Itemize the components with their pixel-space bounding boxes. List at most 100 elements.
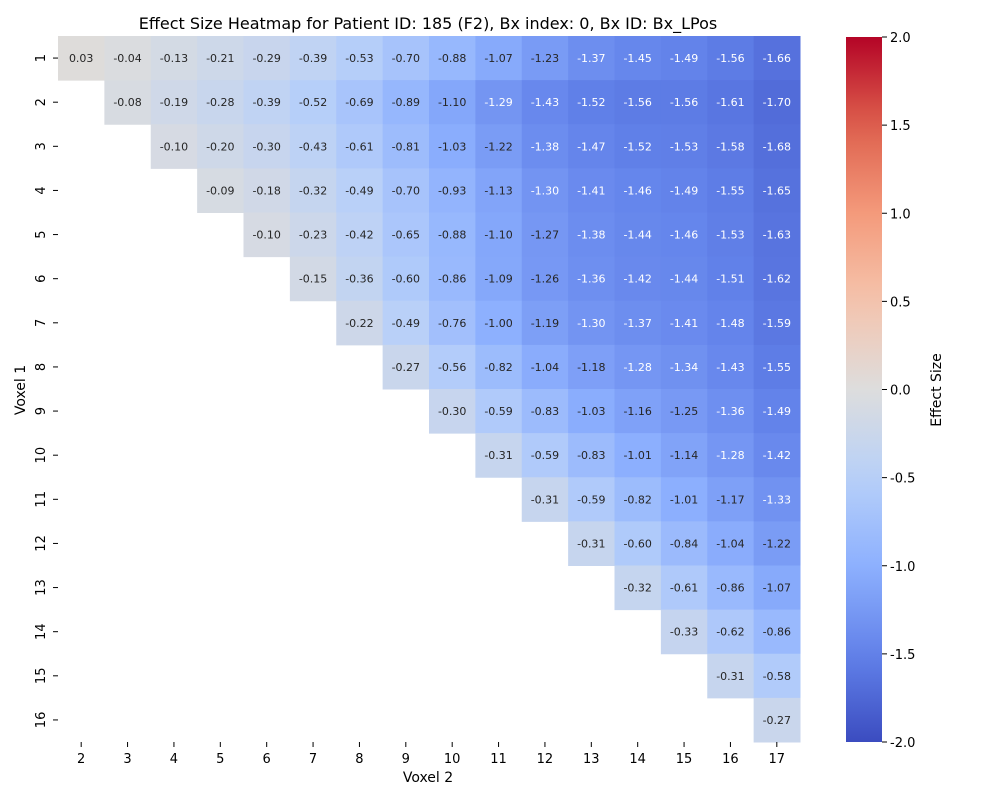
cell-value-label: -1.13 — [484, 184, 512, 197]
x-axis-label: Voxel 2 — [403, 770, 453, 786]
x-tick-label: 14 — [629, 752, 646, 767]
heatmap-cell — [707, 521, 755, 566]
heatmap-cell — [289, 168, 337, 213]
heatmap-cell — [568, 477, 615, 522]
heatmap-cell — [150, 80, 198, 125]
cell-value-label: -1.47 — [577, 140, 605, 153]
cell-value-label: -0.89 — [392, 96, 420, 109]
heatmap-cell — [614, 565, 662, 611]
y-axis-label: Voxel 1 — [13, 365, 29, 415]
heatmap-cell — [475, 124, 523, 169]
cell-value-label: -1.48 — [716, 317, 744, 330]
cell-value-label: -0.83 — [531, 405, 559, 418]
cell-value-label: -0.19 — [160, 96, 188, 109]
cell-value-label: -0.62 — [716, 626, 744, 639]
cell-value-label: -0.29 — [252, 52, 280, 65]
heatmap-cell — [243, 212, 291, 258]
heatmap-cell — [429, 36, 476, 81]
cell-value-label: -1.19 — [531, 317, 559, 330]
x-tick-label: 17 — [769, 752, 786, 767]
cell-value-label: -0.52 — [299, 96, 327, 109]
colorbar-label: Effect Size — [929, 353, 945, 426]
cell-value-label: -1.55 — [763, 361, 791, 374]
colorbar-tick-label: -2.0 — [890, 736, 915, 751]
x-axis: 2 3 4 5 6 7 8 9 10 11 12 13 14 15 16 17 — [77, 742, 785, 767]
cell-value-label: -1.46 — [623, 184, 651, 197]
heatmap-cell — [614, 344, 662, 390]
heatmap-cell — [150, 124, 198, 169]
heatmap-cell — [475, 80, 523, 125]
cell-value-label: -1.01 — [670, 493, 698, 506]
chart-title: Effect Size Heatmap for Patient ID: 185 … — [139, 14, 717, 34]
heatmap-cell — [568, 389, 615, 434]
heatmap-cell — [336, 124, 384, 169]
heatmap-cell — [707, 433, 755, 478]
colorbar-tick-label: -1.0 — [890, 560, 915, 575]
heatmap-cell — [475, 300, 523, 346]
y-tick-label: 12 — [34, 535, 49, 552]
x-tick-label: 8 — [355, 752, 363, 767]
cell-value-label: -1.04 — [716, 537, 744, 550]
heatmap-cell — [753, 609, 801, 655]
cell-value-label: -1.49 — [763, 405, 791, 418]
heatmap-cell — [475, 36, 523, 81]
cell-value-label: -0.22 — [345, 317, 373, 330]
heatmap-cell — [753, 168, 801, 213]
heatmap-cell — [382, 344, 430, 390]
heatmap-cell — [521, 477, 569, 522]
cell-value-label: -0.59 — [531, 449, 559, 462]
heatmap-cell — [707, 653, 755, 699]
heatmap-cell — [568, 256, 615, 302]
cell-value-label: -0.84 — [670, 537, 698, 550]
cell-value-label: -1.22 — [763, 537, 791, 550]
colorbar-tick-label: 2.0 — [890, 31, 911, 46]
heatmap-cell — [289, 212, 337, 258]
colorbar-tick-label: 1.5 — [890, 119, 911, 134]
cell-value-label: -1.16 — [623, 405, 651, 418]
cell-value-label: -0.70 — [392, 184, 420, 197]
heatmap-cell — [521, 256, 569, 302]
heatmap-cell — [707, 477, 755, 522]
heatmap-cell — [289, 256, 337, 302]
heatmap-cell — [660, 477, 708, 522]
cell-value-label: -1.27 — [531, 229, 559, 242]
heatmap-cell — [475, 389, 523, 434]
heatmap-cell — [753, 565, 801, 611]
cell-value-label: -0.31 — [531, 493, 559, 506]
cell-value-label: -1.43 — [716, 361, 744, 374]
cell-value-label: -1.42 — [763, 449, 791, 462]
heatmap-cell — [707, 168, 755, 213]
heatmap-cell — [289, 36, 337, 81]
cell-value-label: -0.59 — [577, 493, 605, 506]
cell-value-label: -1.42 — [623, 273, 651, 286]
cell-value-label: -1.45 — [623, 52, 651, 65]
heatmap-cell — [707, 80, 755, 125]
heatmap-cell — [660, 300, 708, 346]
y-tick-label: 5 — [34, 230, 49, 238]
heatmap-cell — [382, 36, 430, 81]
heatmap-cell — [660, 124, 708, 169]
heatmap-cell — [707, 344, 755, 390]
cell-value-label: -1.66 — [763, 52, 791, 65]
cell-value-label: -0.49 — [345, 184, 373, 197]
heatmap-cell — [753, 212, 801, 258]
x-tick-label: 3 — [123, 752, 131, 767]
cell-value-label: -1.53 — [670, 140, 698, 153]
cell-value-label: -0.13 — [160, 52, 188, 65]
cell-value-label: -0.21 — [206, 52, 234, 65]
cell-value-label: -1.68 — [763, 140, 791, 153]
cell-value-label: -1.44 — [670, 273, 698, 286]
cell-value-label: -1.18 — [577, 361, 605, 374]
heatmap-cell — [660, 80, 708, 125]
x-tick-label: 13 — [583, 752, 600, 767]
heatmap-cell — [707, 389, 755, 434]
heatmap-cell — [568, 36, 615, 81]
cell-value-label: -1.43 — [531, 96, 559, 109]
cell-value-label: -0.58 — [763, 670, 791, 683]
x-tick-label: 6 — [263, 752, 271, 767]
cell-value-label: -0.82 — [484, 361, 512, 374]
heatmap-cell — [753, 433, 801, 478]
heatmap-cell — [753, 300, 801, 346]
heatmap-cell — [429, 344, 476, 390]
